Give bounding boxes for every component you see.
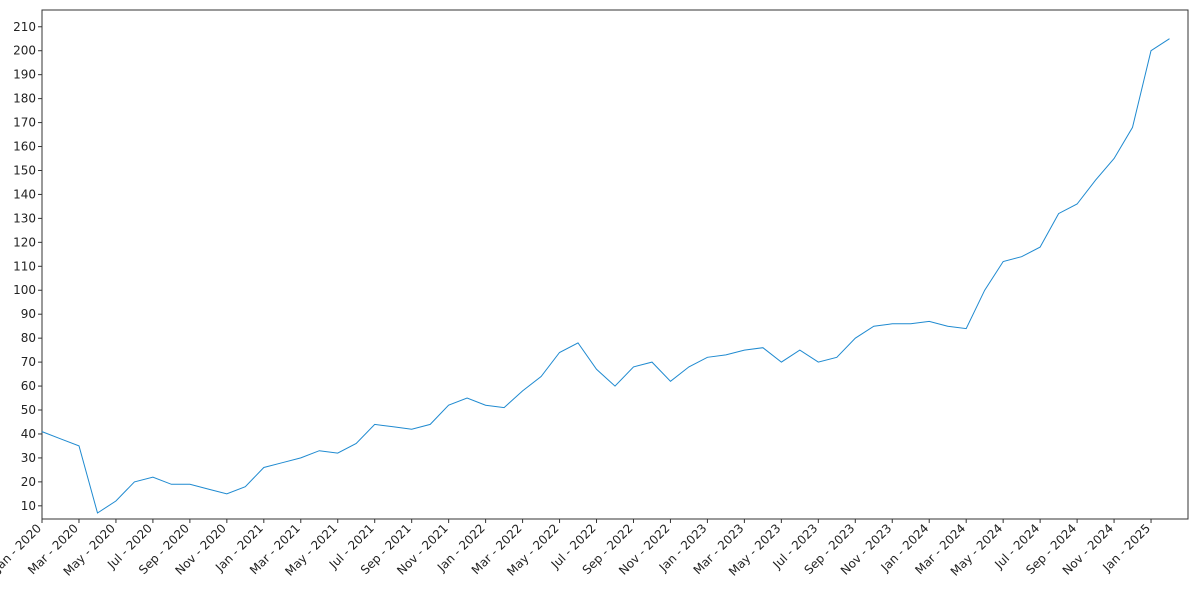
y-tick-label: 90 xyxy=(21,307,36,321)
y-tick-label: 130 xyxy=(13,211,36,225)
y-tick-label: 20 xyxy=(21,475,36,489)
y-tick-label: 100 xyxy=(13,283,36,297)
y-tick-label: 140 xyxy=(13,187,36,201)
y-tick-label: 110 xyxy=(13,259,36,273)
data-line xyxy=(41,38,1170,514)
y-tick-label: 40 xyxy=(21,427,36,441)
y-tick-label: 10 xyxy=(21,499,36,513)
y-tick-label: 160 xyxy=(13,140,36,154)
plot-frame xyxy=(41,9,1189,520)
y-tick-label: 210 xyxy=(13,20,36,34)
y-tick-label: 200 xyxy=(13,44,36,58)
y-tick-label: 170 xyxy=(13,116,36,130)
y-tick-label: 50 xyxy=(21,403,36,417)
y-tick-label: 30 xyxy=(21,451,36,465)
y-tick-label: 190 xyxy=(13,68,36,82)
y-tick-label: 120 xyxy=(13,235,36,249)
y-tick-label: 150 xyxy=(13,163,36,177)
y-tick-label: 60 xyxy=(21,379,36,393)
y-tick-label: 80 xyxy=(21,331,36,345)
y-tick-label: 70 xyxy=(21,355,36,369)
y-tick-label: 180 xyxy=(13,92,36,106)
